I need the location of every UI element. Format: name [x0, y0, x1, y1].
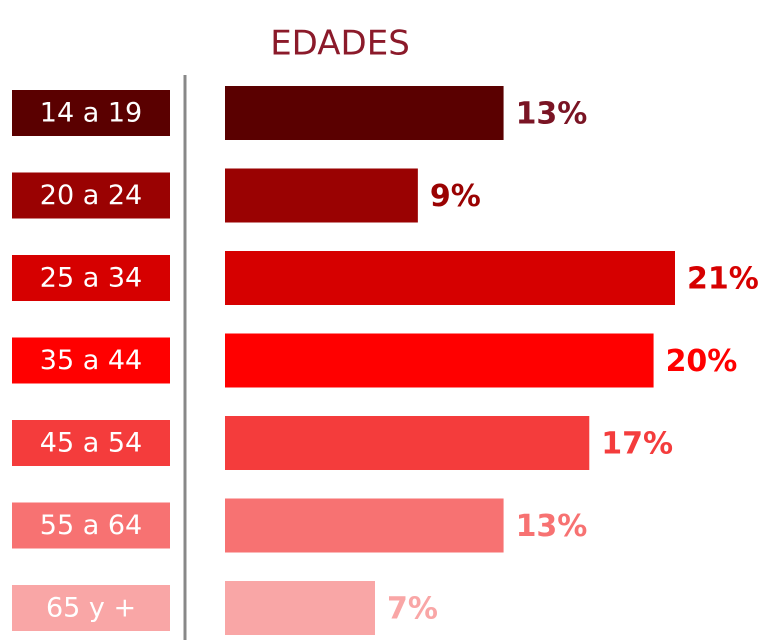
category-box — [12, 420, 170, 466]
category-label: 65 y + — [46, 593, 136, 624]
bar — [225, 333, 654, 388]
bar — [225, 168, 418, 223]
chart-title: EDADES — [270, 24, 410, 64]
category-box — [12, 502, 170, 549]
value-label: 17% — [601, 427, 673, 462]
category-label: 25 a 34 — [40, 263, 142, 294]
bar — [225, 251, 675, 305]
category-box — [12, 172, 170, 219]
category-label: 20 a 24 — [40, 180, 142, 211]
bar — [225, 86, 504, 140]
value-label: 13% — [516, 97, 588, 132]
value-label: 9% — [430, 179, 481, 214]
category-box — [12, 90, 170, 136]
category-box — [12, 585, 170, 631]
value-label: 13% — [516, 509, 588, 544]
bar — [225, 416, 590, 470]
value-label: 20% — [666, 344, 738, 379]
value-label: 7% — [387, 592, 438, 627]
category-box — [12, 255, 170, 301]
category-label: 45 a 54 — [40, 428, 142, 459]
value-label: 21% — [687, 262, 759, 297]
category-box — [12, 337, 170, 384]
category-label: 55 a 64 — [40, 510, 142, 541]
bar — [225, 581, 375, 635]
category-label: 35 a 44 — [40, 345, 142, 376]
category-label: 14 a 19 — [40, 98, 142, 129]
bar — [225, 498, 504, 553]
